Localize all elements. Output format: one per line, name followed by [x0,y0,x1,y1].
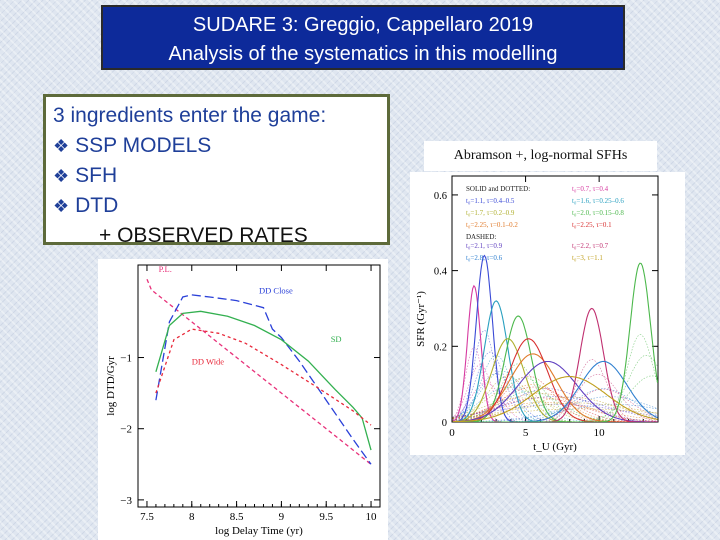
dtd-series-line [155,294,372,465]
sfh-y-tick-label: 0 [442,418,447,429]
sfh-figure: 0 5 10 0 0.2 0.4 0.6 t_U (Gyr) SFR (Gyr⁻¹) SOLID … [410,172,685,455]
sfh-dotted-curve [452,364,658,422]
dtd-x-tick-label: 8 [189,511,195,523]
sfh-legend-entry: t₀=1.6, τ=0.25–0.6 [572,197,624,205]
sfh-dotted-curve [452,355,658,422]
ingredient-item: ❖ SFH [53,161,387,191]
dtd-y-tick-label: −2 [120,424,132,436]
sfh-x-axis-label: t_U (Gyr) [533,441,577,453]
sfh-legend-entry: t₀=3, τ=1.1 [572,254,603,262]
dtd-x-tick-label: 9 [279,511,285,523]
dtd-y-tick-label: −1 [120,353,132,365]
ingredient-item: ❖ DTD [53,191,387,221]
dtd-x-tick-label: 10 [366,511,378,523]
sfh-dotted-curve [452,404,658,422]
dtd-x-axis-label: log Delay Time (yr) [215,525,303,537]
dtd-x-tick-label: 7.5 [140,511,154,523]
sfh-curves-group [452,254,658,422]
sfh-legend-entry: t₀=0.7, τ=0.4 [572,185,609,193]
dtd-annotation: SD [331,334,342,344]
sfh-dotted-curve [452,351,658,422]
sfh-series-curve [452,254,658,422]
sfh-legend-entry: t₀=2.0, τ=0.15–0.8 [572,209,624,217]
sfh-series-curve [452,376,658,422]
sfh-dotted-curve [452,397,658,422]
ingredients-heading: 3 ingredients enter the game: [53,104,327,127]
sfh-legend-header: DASHED: [466,233,496,241]
dtd-series-line [155,310,372,451]
sfh-x-tick-label: 10 [594,427,606,439]
sfh-legend-entry: t₀=2.25, τ=0.1 [572,221,612,229]
ingredient-item-label: SSP MODELS [75,134,212,157]
sfh-dotted-curve [452,375,658,422]
dtd-annotation: P.L. [159,264,172,274]
sfh-y-tick-label: 0.6 [434,191,447,202]
diamond-bullet-icon: ❖ [53,166,70,186]
ingredients-box: 3 ingredients enter the game: ❖ SSP MODEL… [43,94,390,247]
sfh-legend-entry: t₀=2.2, τ=0.7 [572,242,609,250]
sfh-legend-entry: t₀=2.1, τ=0.9 [466,242,503,250]
sfh-x-tick-label: 0 [449,427,455,439]
sfh-x-tick-label: 5 [523,427,529,439]
sfh-series-curve [452,284,658,422]
sfh-legend-entry: t₀=1.7, τ=0.2–0.9 [466,209,515,217]
sfh-legend-entry: t₀=1.1, τ=0.4–0.5 [466,197,515,205]
dtd-y-tick-label: −3 [120,495,132,507]
sfh-legend-entry: t₀=2.25, τ=0.1–0.2 [466,221,518,229]
ingredient-item: ❖ SSP MODELS [53,131,387,161]
ingredient-item-label: SFH [75,164,118,187]
dtd-series-line [155,328,372,426]
dtd-x-tick-label: 9.5 [319,511,333,523]
sfh-legend-entry: t₀=2.8, τ=0.6 [466,254,503,262]
sfh-series-curve [452,353,658,422]
dtd-y-axis-label: log DTD/Gyr [105,356,117,416]
sfh-dotted-curve [452,396,658,421]
diamond-bullet-icon: ❖ [53,136,70,156]
observed-rates-line: + OBSERVED RATES [99,224,308,247]
sfh-y-tick-label: 0.4 [434,267,448,278]
dtd-annotation: DD Close [259,285,293,295]
sfh-series-curve [452,307,658,422]
dtd-annotation: DD Wide [192,357,225,367]
sfh-chart: 0 5 10 0 0.2 0.4 0.6 t_U (Gyr) SFR (Gyr⁻¹) SOLID … [415,175,659,453]
sfh-series-curve [452,360,658,422]
sfh-y-tick-label: 0.2 [434,342,447,353]
sfh-dotted-curve [452,397,658,422]
sfh-series-curve [452,315,658,422]
sfh-dotted-curve [452,374,658,422]
slide-title-line-1: SUDARE 3: Greggio, Cappellaro 2019 [192,14,534,36]
dtd-plot-frame [137,264,381,508]
sfh-series-curve [452,300,658,422]
sfh-dotted-curve [452,375,658,422]
sfh-dotted-curve [452,396,658,419]
right-figure-caption: Abramson +, log-normal SFHs [424,141,657,171]
slide-title-line-2: Analysis of the systematics in this mode… [168,43,558,65]
sfh-y-axis-label: SFR (Gyr⁻¹) [415,291,427,347]
ingredient-item-label: DTD [75,194,119,217]
sfh-legend-header: SOLID and DOTTED: [466,185,530,193]
sfh-series-curve [452,262,658,422]
dtd-figure: 7.5 8 8.5 9 9.5 10 −1 −2 −3 log Delay Time (yr) lo… [98,259,388,540]
diamond-bullet-icon: ❖ [53,196,70,216]
slide-title-box: SUDARE 3: Greggio, Cappellaro 2019 Analy… [101,5,625,70]
sfh-dotted-curve [452,386,658,422]
dtd-chart: 7.5 8 8.5 9 9.5 10 −1 −2 −3 log Delay Time (yr) lo… [105,264,381,537]
dtd-series-line [146,278,372,465]
sfh-dotted-curve [452,359,658,422]
dtd-x-tick-label: 8.5 [230,511,244,523]
